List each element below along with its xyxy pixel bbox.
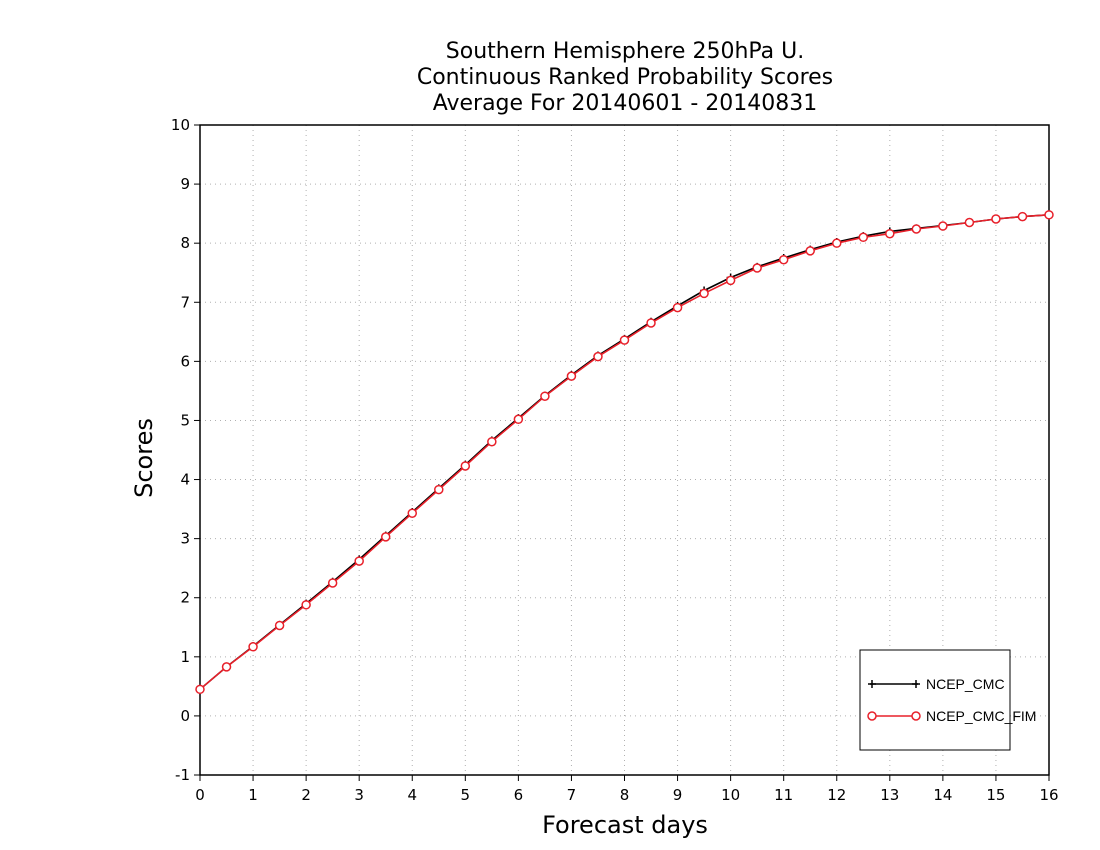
x-tick-label: 3 <box>354 786 364 804</box>
data-point-ncep-cmc-fim <box>672 302 683 313</box>
legend-marker-ncep-cmc-1 <box>868 680 876 688</box>
data-point-ncep-cmc-fim <box>248 642 258 652</box>
data-point-ncep-cmc-fim <box>858 232 869 243</box>
data-point-ncep-cmc-fim <box>699 288 709 299</box>
data-point-ncep-cmc-fim <box>460 461 471 471</box>
y-tick-label: 1 <box>180 648 190 666</box>
data-point-ncep-cmc-fim <box>301 600 311 610</box>
data-point-ncep-cmc-fim <box>593 351 603 362</box>
x-tick-label: 10 <box>721 786 740 804</box>
x-tick-label: 9 <box>673 786 683 804</box>
data-point-ncep-cmc-fim <box>619 335 630 345</box>
data-point-ncep-cmc-fim <box>221 662 232 672</box>
x-tick-label: 7 <box>567 786 577 804</box>
legend-marker-ncep-cmc-fim-2 <box>911 711 921 721</box>
y-tick-label: 4 <box>180 471 190 489</box>
x-tick-label: 13 <box>880 786 899 804</box>
x-tick-label: 11 <box>774 786 793 804</box>
x-tick-label: 15 <box>986 786 1005 804</box>
x-tick-label: 2 <box>301 786 311 804</box>
x-tick-label: 0 <box>195 786 205 804</box>
data-point-ncep-cmc-fim <box>380 532 391 542</box>
x-tick-label: 1 <box>248 786 258 804</box>
y-tick-label: 2 <box>180 589 190 607</box>
series-layer <box>195 210 1054 695</box>
data-point-ncep-cmc-fim <box>911 224 922 234</box>
data-point-ncep-cmc-fim <box>327 578 338 588</box>
data-point-ncep-cmc-fim <box>964 217 975 228</box>
data-point-ncep-cmc-fim <box>1017 211 1028 222</box>
x-tick-label: 12 <box>827 786 846 804</box>
data-point-ncep-cmc-fim <box>1044 210 1054 220</box>
data-point-ncep-cmc-fim <box>566 371 577 381</box>
legend-marker-ncep-cmc-2 <box>912 680 920 688</box>
legend-marker-ncep-cmc-fim-1 <box>867 711 877 721</box>
data-point-ncep-cmc-fim <box>938 221 948 231</box>
legend-box <box>859 649 1011 751</box>
data-point-ncep-cmc-fim <box>513 414 524 425</box>
chart-title-line-2: Continuous Ranked Probability Scores <box>417 65 833 90</box>
legend-label-ncep-cmc: NCEP_CMC <box>926 676 1005 692</box>
data-point-ncep-cmc-fim <box>274 620 285 631</box>
legend: NCEP_CMC NCEP_CMC_FIM <box>859 649 1036 751</box>
y-tick-label: 7 <box>180 293 190 311</box>
chart-title-line-3: Average For 20140601 - 20140831 <box>433 91 818 116</box>
y-tick-label: 9 <box>180 175 190 193</box>
x-tick-label: 5 <box>461 786 471 804</box>
data-point-ncep-cmc-fim <box>832 238 842 248</box>
data-point-ncep-cmc-fim <box>195 684 205 695</box>
y-tick-label: -1 <box>175 766 190 784</box>
grid <box>200 125 1049 775</box>
x-tick-label: 14 <box>933 786 952 804</box>
data-point-ncep-cmc-fim <box>540 391 550 401</box>
x-tick-label: 4 <box>407 786 417 804</box>
y-tick-label: 8 <box>180 234 190 252</box>
x-tick-label: 6 <box>514 786 524 804</box>
y-tick-label: 3 <box>180 530 190 548</box>
y-axis-label: Scores <box>130 418 158 498</box>
data-point-ncep-cmc-fim <box>725 275 736 286</box>
data-point-ncep-cmc-fim <box>805 246 815 256</box>
x-axis-label: Forecast days <box>542 811 708 839</box>
x-tick-label: 8 <box>620 786 630 804</box>
chart-title-line-1: Southern Hemisphere 250hPa U. <box>446 39 804 64</box>
data-point-ncep-cmc-fim <box>752 263 762 273</box>
x-tick-label: 16 <box>1039 786 1058 804</box>
data-point-ncep-cmc-fim <box>991 214 1001 224</box>
y-tick-label: 5 <box>180 411 190 429</box>
y-tick-label: 10 <box>171 116 190 134</box>
y-tick-label: 6 <box>180 352 190 370</box>
y-tick-label: 0 <box>180 707 190 725</box>
data-point-ncep-cmc-fim <box>885 228 895 239</box>
data-point-ncep-cmc-fim <box>354 556 364 566</box>
data-point-ncep-cmc-fim <box>434 484 444 495</box>
data-point-ncep-cmc-fim <box>487 436 497 447</box>
data-point-ncep-cmc-fim <box>778 254 789 265</box>
data-point-ncep-cmc-fim <box>646 318 656 328</box>
data-point-ncep-cmc-fim <box>407 508 417 518</box>
legend-label-ncep-cmc-fim: NCEP_CMC_FIM <box>926 708 1036 724</box>
